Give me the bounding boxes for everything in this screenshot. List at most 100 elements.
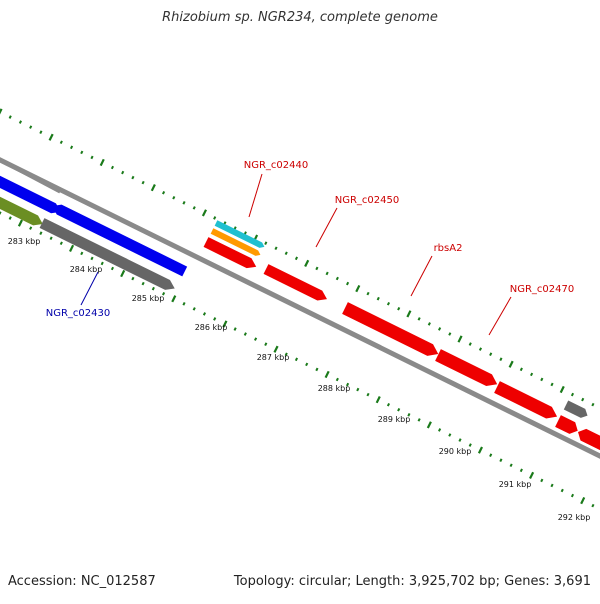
tick-mark-inner xyxy=(151,286,155,291)
tick-row-inner xyxy=(0,211,595,508)
kbp-tick-label: 286 kbp xyxy=(195,323,228,332)
callout-leader-line xyxy=(488,296,512,336)
tick-row-outer xyxy=(0,108,595,407)
tick-mark-inner xyxy=(509,463,513,468)
map-title: Rhizobium sp. NGR234, complete genome xyxy=(162,10,438,25)
tick-mark-outer xyxy=(591,402,595,407)
tick-mark-inner xyxy=(550,483,554,488)
gene-arrow-red xyxy=(578,428,600,451)
tick-mark-inner xyxy=(39,231,43,235)
tick-mark-outer xyxy=(8,115,12,119)
tick-mark-inner xyxy=(489,453,493,457)
tick-mark-inner xyxy=(519,468,523,473)
gene-label-ngr-c02440: NGR_c02440 xyxy=(244,160,309,171)
tick-mark-inner xyxy=(591,503,595,508)
tick-mark-inner xyxy=(59,241,63,246)
gene-arrow-red xyxy=(555,415,578,434)
tick-mark-outer xyxy=(162,190,166,195)
tick-mark-outer xyxy=(335,276,339,281)
tick-mark-inner xyxy=(192,307,196,311)
gene-arrow-blue xyxy=(0,175,61,214)
tick-mark-outer xyxy=(39,130,43,134)
tick-mark-outer xyxy=(438,327,442,331)
tick-mark-outer xyxy=(559,385,565,394)
tick-mark-outer xyxy=(110,165,115,170)
tick-mark-inner xyxy=(407,413,411,417)
tick-mark-inner xyxy=(29,226,33,230)
tick-mark-outer xyxy=(550,382,554,387)
tick-mark-outer xyxy=(0,108,3,115)
accession-text: Accession: NC_012587 xyxy=(8,574,156,589)
tick-mark-outer xyxy=(386,301,391,306)
callout-leader-line xyxy=(248,173,263,218)
tick-mark-inner xyxy=(222,320,228,328)
tick-mark-outer xyxy=(457,335,463,343)
gene-arrow-olive xyxy=(0,196,43,226)
tick-mark-inner xyxy=(438,428,442,432)
tick-mark-inner xyxy=(90,256,94,261)
tick-mark-inner xyxy=(366,392,370,397)
tick-mark-inner xyxy=(324,370,330,379)
tick-mark-outer xyxy=(172,195,176,200)
tick-mark-outer xyxy=(478,347,483,351)
tick-mark-outer xyxy=(29,125,33,129)
tick-mark-outer xyxy=(201,209,207,217)
tick-mark-inner xyxy=(131,276,135,281)
tick-mark-outer xyxy=(264,241,268,245)
tick-mark-outer xyxy=(80,150,84,155)
tick-mark-inner xyxy=(171,295,177,303)
gene-arrow-red xyxy=(263,264,327,301)
kbp-tick-label: 291 kbp xyxy=(499,480,532,489)
tick-mark-inner xyxy=(580,496,586,505)
tick-mark-outer xyxy=(69,145,74,150)
tick-mark-inner xyxy=(202,312,207,316)
tick-mark-inner xyxy=(254,337,258,341)
tick-mark-outer xyxy=(508,360,514,368)
tick-mark-outer xyxy=(468,342,472,346)
gene-arrow-red xyxy=(494,381,558,419)
tick-mark-inner xyxy=(468,443,472,447)
callout-leader-line xyxy=(315,207,338,248)
tick-mark-outer xyxy=(325,271,329,276)
kbp-tick-label: 285 kbp xyxy=(132,294,165,303)
callout-leader-line xyxy=(410,255,433,297)
tick-mark-outer xyxy=(355,284,361,293)
tick-mark-outer xyxy=(121,170,125,175)
gene-arrow-orange xyxy=(210,228,261,256)
tick-mark-outer xyxy=(376,296,380,301)
tick-mark-outer xyxy=(499,357,503,362)
gene-arrow-grey xyxy=(39,218,175,290)
gene-arrow-cyan xyxy=(214,220,265,248)
tick-mark-inner xyxy=(417,418,421,422)
tick-mark-inner xyxy=(69,244,75,252)
tick-mark-inner xyxy=(315,367,319,372)
gene-arrow-red xyxy=(435,349,498,387)
tick-mark-outer xyxy=(59,140,63,145)
genome-backbone-upper xyxy=(0,158,61,194)
tick-mark-inner xyxy=(375,396,381,404)
tick-mark-outer xyxy=(99,158,105,167)
tick-mark-outer xyxy=(131,175,135,180)
kbp-tick-label: 283 kbp xyxy=(8,237,41,246)
tick-mark-inner xyxy=(294,357,299,362)
tick-mark-inner xyxy=(49,236,53,241)
tick-mark-outer xyxy=(406,310,412,318)
tick-mark-outer xyxy=(141,180,145,185)
tick-mark-inner xyxy=(182,302,186,306)
tick-mark-outer xyxy=(18,120,23,124)
tick-mark-outer xyxy=(366,291,370,296)
tick-mark-outer xyxy=(489,352,493,356)
callout-leader-line xyxy=(80,271,99,306)
gene-label-ngr-c02430: NGR_c02430 xyxy=(46,308,111,319)
tick-mark-inner xyxy=(233,327,237,331)
kbp-tick-label: 292 kbp xyxy=(558,513,591,522)
tick-mark-outer xyxy=(570,392,575,397)
tick-mark-outer xyxy=(304,259,310,267)
tick-mark-outer xyxy=(581,397,585,402)
kbp-tick-label: 284 kbp xyxy=(70,265,103,274)
tick-mark-outer xyxy=(427,322,431,326)
tick-mark-outer xyxy=(530,372,534,377)
genome-summary-text: Topology: circular; Length: 3,925,702 bp… xyxy=(233,574,591,589)
tick-mark-inner xyxy=(448,433,452,437)
tick-mark-inner xyxy=(284,352,288,357)
